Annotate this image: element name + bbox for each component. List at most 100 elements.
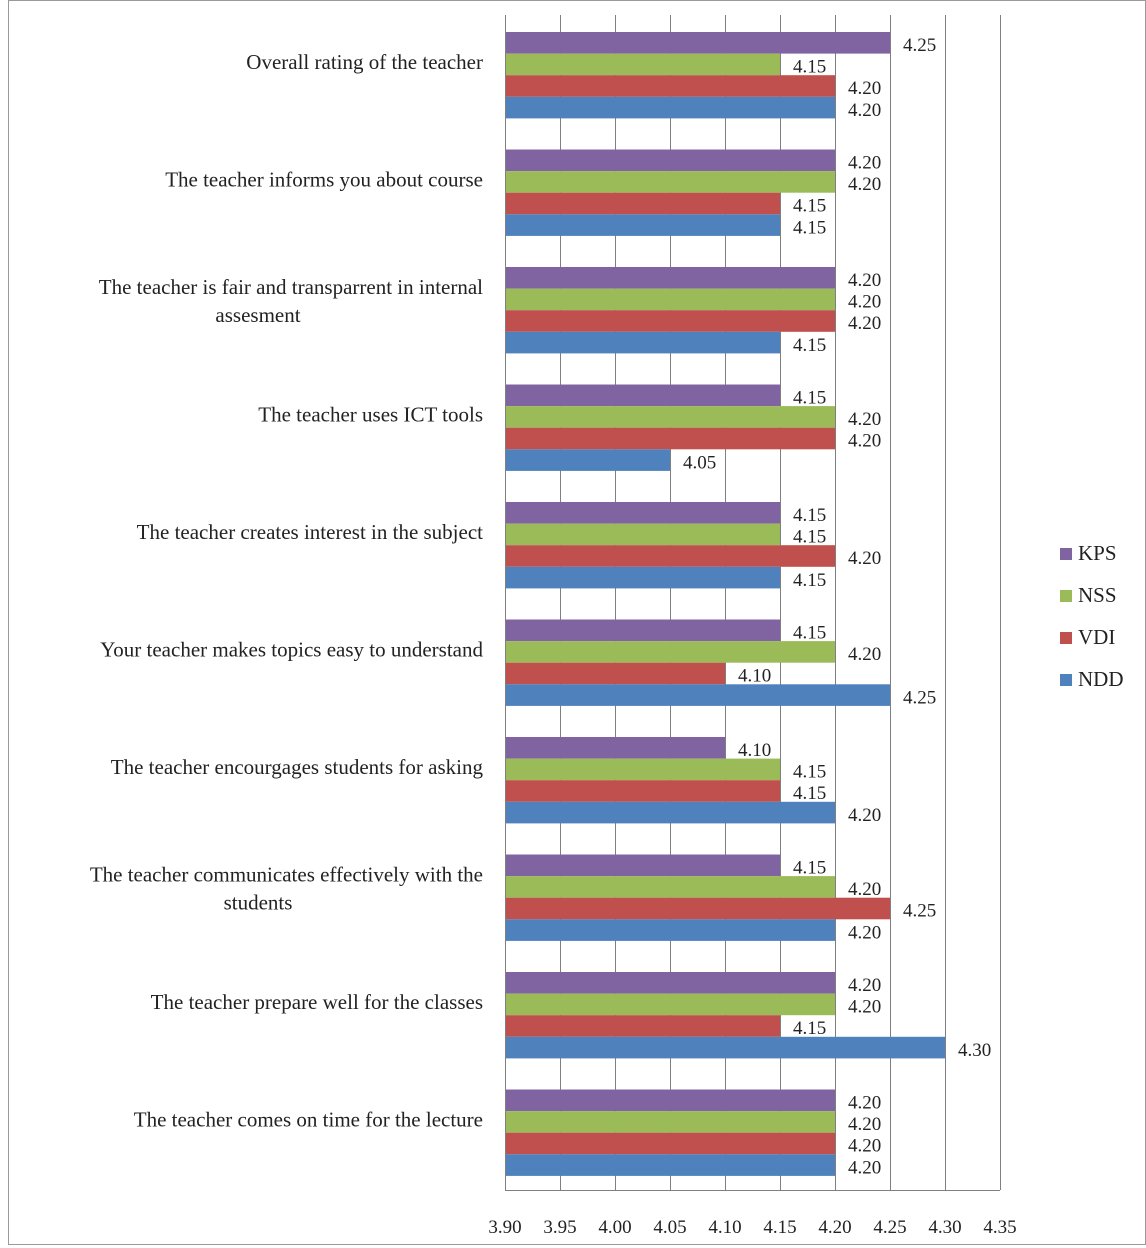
data-label-nss: 4.20 (848, 997, 881, 1018)
x-tick-label: 4.10 (708, 1217, 741, 1238)
x-tick-label: 4.35 (983, 1217, 1016, 1238)
data-label-nss: 4.15 (793, 57, 826, 78)
bar-nss (506, 758, 780, 781)
bar-vdi (506, 897, 890, 920)
bar-vdi (506, 780, 780, 802)
legend-swatch-ndd (1060, 674, 1072, 686)
bar-vdi (506, 1015, 780, 1037)
data-label-vdi: 4.15 (793, 196, 826, 217)
data-label-nss: 4.20 (848, 1114, 881, 1135)
data-label-kps: 4.20 (848, 270, 881, 291)
bar-kps (506, 619, 780, 642)
bar-vdi (506, 192, 780, 215)
data-labels: 4.254.154.204.204.204.204.154.154.204.20… (683, 35, 991, 1178)
category-labels: Overall rating of the teacher The teacher… (90, 50, 484, 1132)
data-label-kps: 4.15 (793, 505, 826, 526)
bar-kps (506, 737, 725, 759)
bar-ndd (506, 684, 890, 706)
category-label: The teacher prepare well for the classes (151, 990, 483, 1014)
legend-label-kps: KPS (1078, 541, 1117, 565)
bar-nss (506, 876, 835, 898)
bar-kps (506, 1089, 835, 1112)
bar-nss (506, 53, 780, 76)
legend-swatch-kps (1060, 548, 1072, 560)
category-label: The teacher communicates effectively wit… (90, 863, 483, 915)
data-label-ndd: 4.20 (848, 100, 881, 121)
data-label-ndd: 4.25 (903, 687, 936, 708)
data-label-vdi: 4.20 (848, 1136, 881, 1157)
data-label-vdi: 4.20 (848, 313, 881, 334)
data-label-ndd: 4.15 (793, 570, 826, 591)
data-label-nss: 4.20 (848, 409, 881, 430)
bar-nss (506, 1111, 835, 1133)
bar-ndd (506, 801, 835, 824)
bar-nss (506, 288, 835, 311)
x-tick-label: 3.90 (488, 1217, 521, 1238)
bar-nss (506, 641, 835, 663)
data-label-ndd: 4.20 (848, 1157, 881, 1178)
x-tick-label: 4.15 (763, 1217, 796, 1238)
legend-swatch-nss (1060, 590, 1072, 602)
data-label-kps: 4.20 (848, 975, 881, 996)
bar-nss (506, 523, 780, 546)
data-label-nss: 4.20 (848, 879, 881, 900)
data-label-vdi: 4.15 (793, 1018, 826, 1039)
x-tick-label: 3.95 (543, 1217, 576, 1238)
category-label: The teacher comes on time for the lectur… (134, 1108, 483, 1132)
legend-label-ndd: NDD (1078, 667, 1124, 691)
data-label-vdi: 4.15 (793, 783, 826, 804)
category-label: The teacher is fair and transparrent in … (99, 275, 483, 327)
x-tick-labels: 3.90 3.95 4.00 4.05 4.10 4.15 4.20 4.25 4.30 4.35 (488, 1217, 1016, 1238)
data-label-nss: 4.15 (793, 527, 826, 548)
category-label: The teacher uses ICT tools (258, 403, 483, 427)
category-label: Your teacher makes topics easy to unders… (100, 638, 483, 662)
data-label-vdi: 4.20 (848, 78, 881, 99)
data-label-kps: 4.15 (793, 858, 826, 879)
data-label-ndd: 4.05 (683, 452, 716, 473)
data-label-kps: 4.15 (793, 623, 826, 644)
bar-ndd (506, 566, 780, 589)
data-label-vdi: 4.20 (848, 548, 881, 569)
bar-ndd (506, 1154, 835, 1176)
data-label-ndd: 4.15 (793, 217, 826, 238)
legend-label-vdi: VDI (1078, 625, 1115, 649)
data-label-ndd: 4.20 (848, 805, 881, 826)
data-label-kps: 4.15 (793, 388, 826, 409)
bar-kps (506, 972, 835, 994)
bar-vdi (506, 1132, 835, 1155)
bar-kps (506, 149, 835, 172)
x-tick-label: 4.30 (928, 1217, 961, 1238)
x-tick-label: 4.00 (598, 1217, 631, 1238)
x-tick-label: 4.20 (818, 1217, 851, 1238)
category-label: The teacher creates interest in the subj… (137, 520, 483, 544)
data-label-kps: 4.10 (738, 740, 771, 761)
x-tick-label: 4.25 (873, 1217, 906, 1238)
data-label-kps: 4.20 (848, 1093, 881, 1114)
bar-ndd (506, 331, 780, 354)
data-label-nss: 4.20 (848, 292, 881, 313)
data-label-nss: 4.15 (793, 762, 826, 783)
data-label-vdi: 4.25 (903, 901, 936, 922)
bar-vdi (506, 427, 835, 450)
bar-vdi (506, 662, 725, 685)
bar-vdi (506, 545, 835, 567)
bar-kps (506, 267, 835, 289)
data-label-ndd: 4.15 (793, 335, 826, 356)
bar-nss (506, 171, 835, 193)
bar-ndd (506, 919, 835, 941)
category-label: The teacher encourgages students for ask… (111, 755, 484, 779)
data-label-kps: 4.20 (848, 153, 881, 174)
x-tick-label: 4.05 (653, 1217, 686, 1238)
bar-nss (506, 993, 835, 1016)
legend-label-nss: NSS (1078, 583, 1117, 607)
data-label-kps: 4.25 (903, 35, 936, 56)
bar-kps (506, 32, 890, 54)
data-label-vdi: 4.10 (738, 666, 771, 687)
bar-ndd (506, 449, 670, 471)
bar-ndd (506, 96, 835, 119)
data-label-ndd: 4.30 (958, 1040, 991, 1061)
bar-vdi (506, 310, 835, 332)
bar-nss (506, 406, 835, 428)
legend: KPS NSS VDI NDD (1060, 541, 1124, 691)
